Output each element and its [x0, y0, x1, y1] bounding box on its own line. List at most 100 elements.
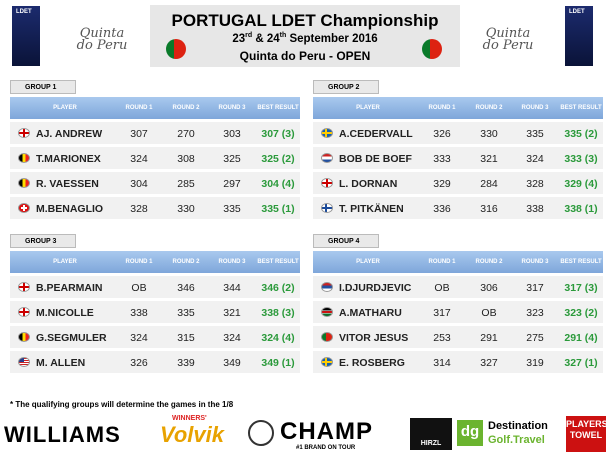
sponsor: Volvik: [160, 422, 224, 447]
sponsor: CHAMP: [280, 418, 373, 445]
best-result: 307 (3): [261, 128, 295, 140]
player-row: B.PEARMAIN OB 346 344 346 (2): [10, 276, 300, 301]
round-score: 303: [223, 128, 241, 140]
group-label: GROUP 2: [313, 80, 379, 94]
best-result: 304 (4): [261, 178, 295, 190]
sponsor: Destination: [488, 420, 548, 432]
player-name: L. DORNAN: [339, 178, 398, 190]
round-score: 285: [177, 178, 195, 190]
round-score: 319: [526, 357, 544, 369]
logo-text: LDET: [16, 9, 32, 15]
best-result: 335 (2): [564, 128, 598, 140]
sponsor: WILLIAMS: [4, 422, 121, 447]
group-table: GROUP 1 PLAYER ROUND 1 ROUND 2 ROUND 3 BEST R…: [10, 80, 300, 222]
round-score: 304: [130, 178, 148, 190]
player-name: BOB DE BOEF: [339, 153, 412, 165]
player-row: T. PITKÄNEN 336 316 338 338 (1): [313, 197, 603, 222]
column-header: BEST RESULT: [257, 105, 299, 111]
flag-icon: [18, 357, 30, 367]
round-score: 308: [177, 153, 195, 165]
round-score: 317: [526, 282, 544, 294]
best-result: 349 (1): [261, 357, 295, 369]
column-header: BEST RESULT: [257, 259, 299, 265]
date: 23rd & 24th September 2016: [150, 32, 460, 45]
player-row: G.SEGMULER 324 315 324 324 (4): [10, 326, 300, 351]
player-row: L. DORNAN 329 284 328 329 (4): [313, 172, 603, 197]
round-score: 330: [177, 203, 195, 215]
player-name: B.PEARMAIN: [36, 282, 103, 294]
player-name: M.NICOLLE: [36, 307, 94, 319]
round-score: 329: [433, 178, 451, 190]
column-header: BEST RESULT: [560, 105, 602, 111]
round-score: 284: [480, 178, 498, 190]
round-score: 321: [223, 307, 241, 319]
round-score: OB: [434, 282, 450, 294]
ldet-logo: LDET: [565, 6, 593, 66]
player-name: I.DJURDJEVIC: [339, 282, 412, 294]
flag-icon: [18, 332, 30, 342]
round-score: 327: [480, 357, 498, 369]
round-score: 349: [223, 357, 241, 369]
header-row: PLAYER ROUND 1 ROUND 2 ROUND 3 BEST RESULT: [10, 97, 300, 119]
logo-text: LDET: [569, 9, 585, 15]
brand-logo: Quinta do Peru: [76, 26, 128, 53]
round-score: 321: [480, 153, 498, 165]
column-header: ROUND 3: [218, 259, 246, 265]
date-part: rd: [245, 32, 253, 39]
best-result: 317 (3): [564, 282, 598, 294]
player-row: T.MARIONEX 324 308 325 325 (2): [10, 147, 300, 172]
header-row: PLAYER ROUND 1 ROUND 2 ROUND 3 BEST RESULT: [313, 251, 603, 273]
player-name: E. ROSBERG: [339, 357, 405, 369]
player-row: I.DJURDJEVIC OB 306 317 317 (3): [313, 276, 603, 301]
round-score: 297: [223, 178, 241, 190]
sponsor: #1 BRAND ON TOUR: [296, 445, 356, 451]
round-score: 323: [526, 307, 544, 319]
sponsor: WINNERS': [172, 415, 207, 422]
player-name: M. ALLEN: [36, 357, 86, 369]
round-score: OB: [131, 282, 147, 294]
footnote: * The qualifying groups will determine t…: [10, 400, 234, 409]
column-header: ROUND 2: [475, 105, 503, 111]
column-header: ROUND 1: [125, 105, 153, 111]
best-result: 325 (2): [261, 153, 295, 165]
round-score: 338: [526, 203, 544, 215]
group-label: GROUP 3: [10, 234, 76, 248]
player-name: G.SEGMULER: [36, 332, 107, 344]
player-name: A.MATHARU: [339, 307, 402, 319]
column-header: ROUND 1: [428, 105, 456, 111]
date-part: th: [279, 32, 287, 39]
player-row: A.CEDERVALL 326 330 335 335 (2): [313, 122, 603, 147]
column-header: ROUND 2: [172, 105, 200, 111]
round-score: 339: [177, 357, 195, 369]
column-header: PLAYER: [356, 105, 380, 111]
flag-icon: [18, 307, 30, 317]
column-header: PLAYER: [53, 259, 77, 265]
round-score: 314: [433, 357, 451, 369]
date-part: & 24: [255, 32, 280, 45]
sponsor: Golf.Travel: [488, 434, 545, 446]
sponsor: PLAYERS TOWEL: [566, 416, 608, 452]
column-header: PLAYER: [356, 259, 380, 265]
flag-icon: [18, 282, 30, 292]
round-score: 324: [223, 332, 241, 344]
sponsor: HIRZL: [410, 418, 452, 450]
flag-icon: [422, 39, 442, 59]
round-score: 324: [130, 153, 148, 165]
round-score: 330: [480, 128, 498, 140]
player-row: VITOR JESUS 253 291 275 291 (4): [313, 326, 603, 351]
sponsor-icon: [248, 420, 274, 446]
player-name: T.MARIONEX: [36, 153, 101, 165]
flag-icon: [321, 307, 333, 317]
round-score: 335: [177, 307, 195, 319]
best-result: 291 (4): [564, 332, 598, 344]
flag-icon: [18, 203, 30, 213]
round-score: 333: [433, 153, 451, 165]
flag-icon: [321, 178, 333, 188]
best-result: 329 (4): [564, 178, 598, 190]
round-score: OB: [481, 307, 497, 319]
best-result: 335 (1): [261, 203, 295, 215]
best-result: 346 (2): [261, 282, 295, 294]
flag-icon: [321, 357, 333, 367]
column-header: ROUND 3: [521, 259, 549, 265]
player-name: T. PITKÄNEN: [339, 203, 404, 215]
